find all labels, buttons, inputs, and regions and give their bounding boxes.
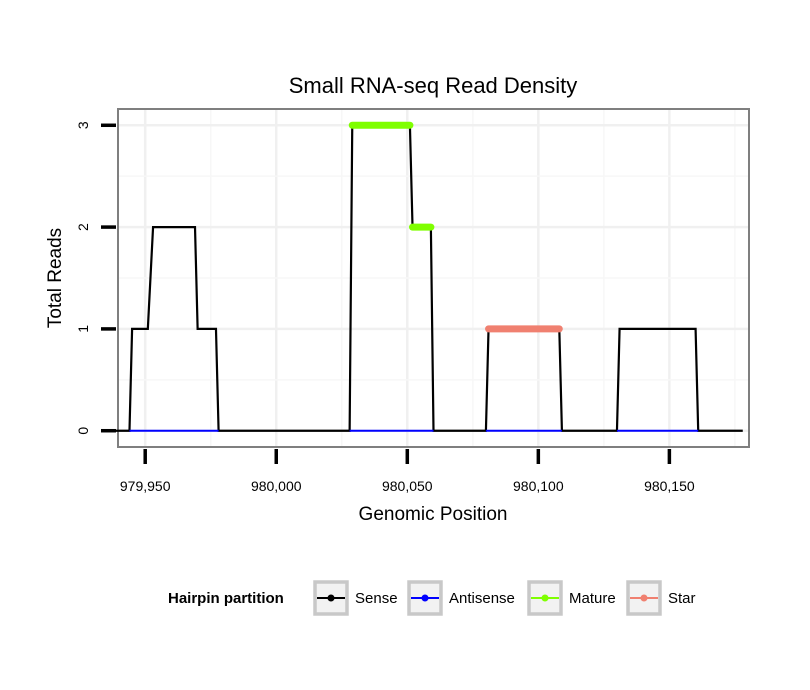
legend-label: Sense: [355, 590, 398, 607]
legend-label: Antisense: [449, 590, 515, 607]
legend-key-point: [327, 594, 335, 602]
grid-lines: [119, 110, 748, 446]
chart-title: Small RNA-seq Read Density: [289, 73, 578, 98]
legend: Hairpin partition Sense Antisense Mature St…: [168, 580, 696, 616]
legend-entry: Antisense: [407, 580, 515, 616]
legend-entry: Mature: [527, 580, 616, 616]
x-tick-label: 980,100: [513, 478, 564, 494]
y-axis: 0 1 2 3: [75, 121, 116, 435]
x-tick-label: 979,950: [120, 478, 171, 494]
x-axis-title: Genomic Position: [359, 504, 508, 525]
y-tick-label: 3: [75, 121, 91, 129]
sense-line: [108, 124, 743, 432]
plot-panel: [108, 108, 750, 448]
legend-label: Star: [668, 590, 696, 607]
x-axis: 979,950 980,000 980,050 980,100 980,150: [120, 449, 695, 494]
legend-key-point: [640, 594, 648, 602]
legend-entry: Sense: [313, 580, 398, 616]
y-axis-title: Total Reads: [45, 228, 66, 328]
y-tick-label: 2: [75, 223, 91, 231]
y-tick-label: 1: [75, 325, 91, 333]
legend-entries: Sense Antisense Mature Star: [313, 580, 696, 616]
series-layer: [108, 121, 743, 432]
x-tick-label: 980,150: [644, 478, 695, 494]
x-tick-label: 980,000: [251, 478, 302, 494]
legend-entry: Star: [626, 580, 696, 616]
y-tick-label: 0: [75, 427, 91, 435]
x-tick-label: 980,050: [382, 478, 433, 494]
legend-label: Mature: [569, 590, 616, 607]
legend-key-point: [421, 594, 429, 602]
legend-key-point: [541, 594, 549, 602]
legend-title: Hairpin partition: [168, 590, 284, 607]
